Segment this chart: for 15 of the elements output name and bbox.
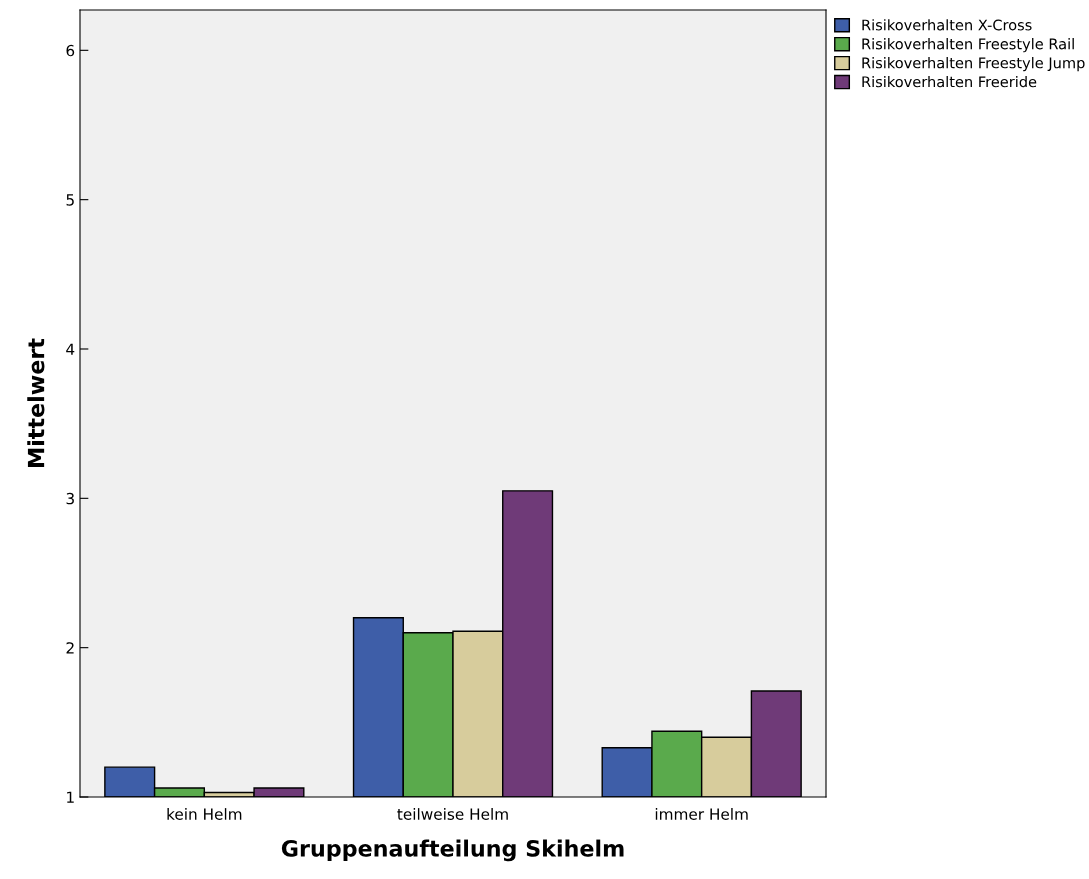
legend-label: Risikoverhalten Freeride (862, 75, 1037, 88)
x-tick-label: teilweise Helm (397, 808, 508, 820)
y-tick-label: 6 (66, 44, 75, 57)
y-tick-label: 4 (66, 343, 75, 355)
y-tick-label: 5 (66, 194, 74, 206)
x-tick-label: immer Helm (655, 808, 748, 820)
legend-label: Risikoverhalten X-Cross (862, 19, 1032, 31)
x-tick-label: kein Helm (167, 808, 242, 820)
legend-label: Risikoverhalten Freestyle Rail (862, 38, 1074, 53)
y-tick-label: 1 (67, 791, 74, 803)
y-axis-title: Mittelwert (27, 338, 45, 467)
y-tick-label: 3 (66, 492, 74, 505)
legend-label: Risikoverhalten Freestyle Jump (862, 57, 1085, 72)
x-axis-title: Gruppenaufteilung Skihelm (281, 839, 624, 862)
y-tick-label: 2 (66, 642, 74, 654)
